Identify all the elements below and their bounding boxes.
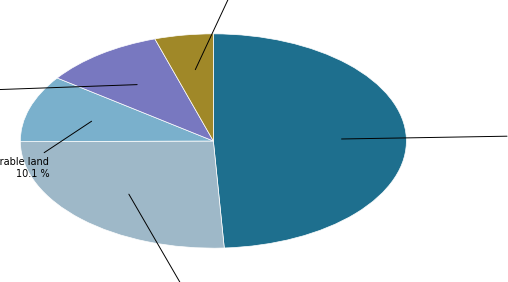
Text: Permanent crops
4.9 %: Permanent crops 4.9 % [195,0,290,70]
Wedge shape [20,78,213,142]
Text: Other land
25.8 %: Other land 25.8 % [129,194,230,282]
Text: Forest area
49.1 %: Forest area 49.1 % [341,125,508,146]
Wedge shape [213,34,406,248]
Text: Permanent meadows and pastures
10.1 %: Permanent meadows and pastures 10.1 % [0,85,137,107]
Wedge shape [20,141,224,248]
Wedge shape [57,39,213,141]
Wedge shape [155,34,213,141]
Text: Arable land
10.1 %: Arable land 10.1 % [0,121,91,179]
